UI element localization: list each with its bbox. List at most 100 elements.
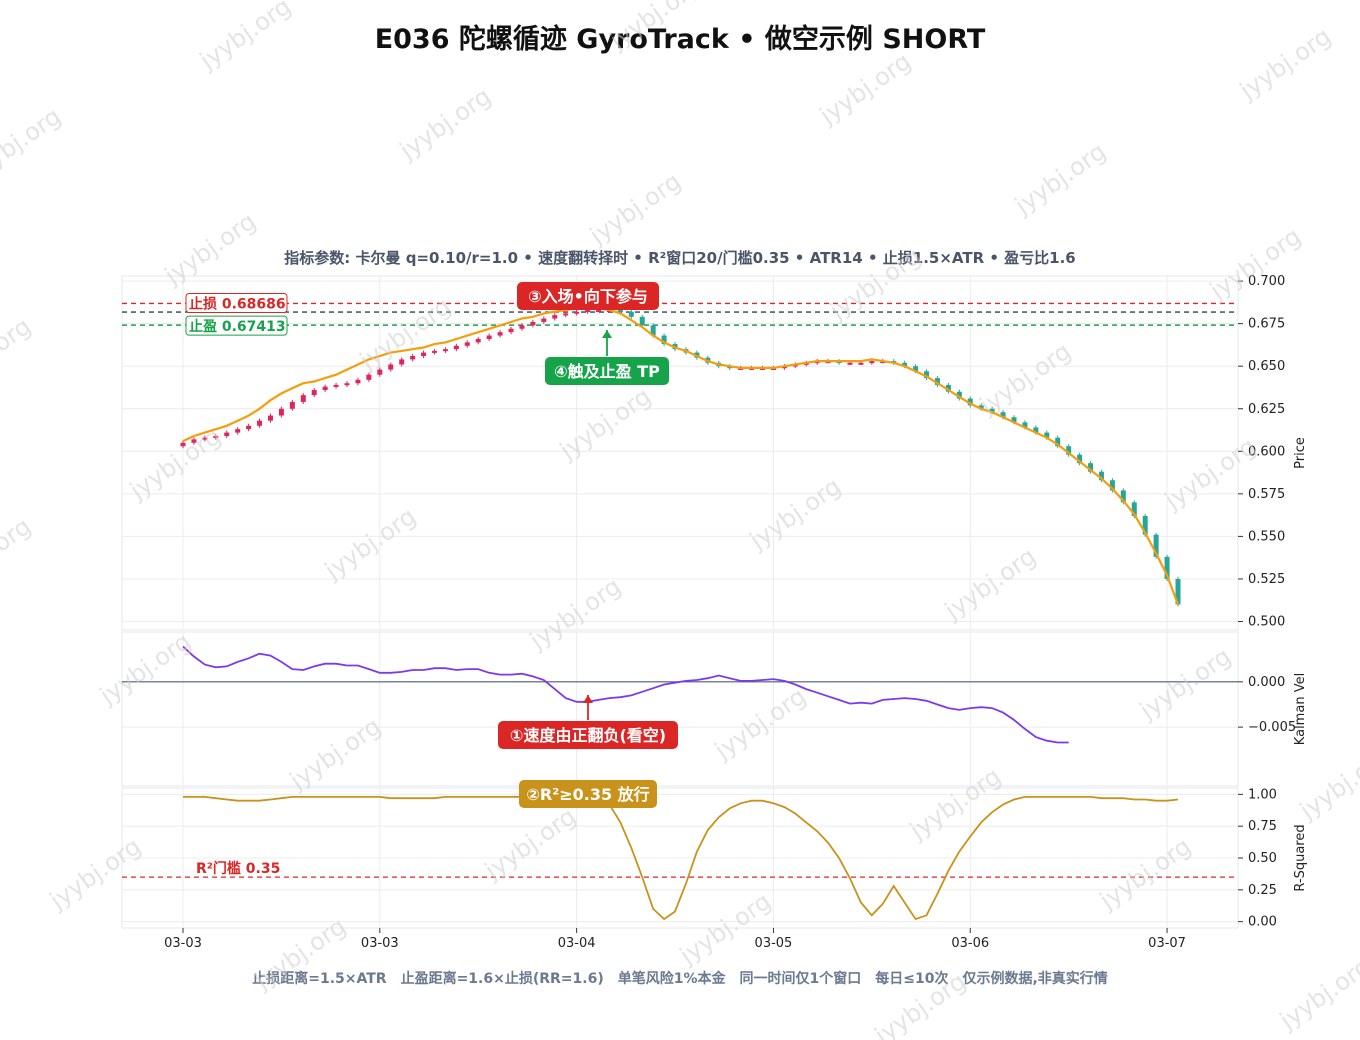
- r2-y-tick-label: 0.75: [1248, 819, 1277, 834]
- candle-body: [967, 398, 973, 406]
- velocity-axis-label: Kalman Vel: [1293, 673, 1308, 745]
- candle-body: [1000, 412, 1006, 418]
- candle-body: [574, 311, 580, 314]
- candle-body: [595, 310, 601, 313]
- candle-body: [410, 355, 416, 360]
- level-label-box: [185, 315, 288, 336]
- candle-body: [1153, 534, 1159, 557]
- candle-body: [661, 335, 667, 345]
- x-tick-label: 03-06: [951, 936, 989, 951]
- candle-body: [508, 328, 514, 333]
- watermark-text: jyybj.org: [1009, 137, 1111, 220]
- level-label-box: [185, 292, 288, 313]
- candle-body: [497, 332, 503, 336]
- candle-body: [213, 435, 219, 438]
- candle-body: [1044, 432, 1050, 438]
- price-panel: 0.500 0.525 0.550 0.575 0.600 0.625 0.650 0.675…: [121, 274, 1308, 631]
- candle-body: [322, 386, 328, 391]
- x-tick-label: 03-07: [1148, 936, 1186, 951]
- x-tick-label: 03-04: [558, 936, 596, 951]
- candle-body: [300, 395, 306, 402]
- candle-body: [267, 415, 273, 421]
- candle-body: [1088, 463, 1094, 472]
- annotations: ③入场•向下参与 ④触及止盈 TP ①速度由正翻负(看空) ②R²≥0.35 放行: [498, 282, 678, 808]
- candle-body: [202, 437, 208, 440]
- candle-body: [563, 313, 569, 316]
- candle-body: [1022, 422, 1028, 428]
- price-y-tick-label: 0.700: [1248, 274, 1285, 289]
- annotation-label: ①速度由正翻负(看空): [510, 726, 666, 745]
- watermark-text: jyybj.org: [0, 102, 66, 185]
- candle-body: [913, 366, 919, 372]
- chart-title: E036 陀螺循迹 GyroTrack • 做空示例 SHORT: [375, 23, 986, 55]
- candle-body: [934, 378, 940, 385]
- r2-y-tick-label: 0.50: [1248, 851, 1277, 866]
- annotation-box: [519, 780, 657, 808]
- watermark-text: jyybj.org: [1204, 222, 1306, 305]
- r2-threshold-label: R²门槛 0.35: [196, 860, 280, 877]
- r2-y-tick-label: 0.25: [1248, 883, 1277, 898]
- price-frame: [121, 275, 1239, 631]
- price-y-tick-label: 0.550: [1248, 529, 1285, 544]
- annotation-arrowhead: [583, 695, 593, 703]
- candle-body: [945, 384, 951, 392]
- candle-body: [246, 425, 252, 430]
- candle-body: [989, 408, 995, 413]
- candle-body: [617, 310, 623, 313]
- candle-body: [486, 335, 492, 339]
- x-tick-label: 03-03: [164, 936, 202, 951]
- r2-y-tick-label: 0.00: [1248, 915, 1277, 930]
- watermark-text: jyybj.org: [1274, 952, 1360, 1035]
- candle-body: [924, 371, 930, 379]
- price-y-tick-label: 0.600: [1248, 444, 1285, 459]
- candle-body: [1077, 454, 1083, 464]
- price-y-tick-label: 0.650: [1248, 359, 1285, 374]
- annotation-arrowhead: [602, 330, 612, 338]
- candle-body: [1109, 480, 1115, 491]
- candle-body: [639, 316, 645, 326]
- candle-body: [224, 432, 230, 436]
- candle-body: [333, 384, 339, 387]
- candle-body: [180, 442, 186, 447]
- annotation-label: ④触及止盈 TP: [554, 362, 660, 381]
- price-y-tick-label: 0.575: [1248, 487, 1285, 502]
- velocity-line: [182, 645, 1069, 744]
- watermark-text: jyybj.org: [394, 82, 496, 165]
- candle-body: [311, 390, 317, 396]
- candle-body: [366, 374, 372, 380]
- r2-panel: 0.00 0.25 0.50 0.75 1.00 R-Squared R²门槛 0.35: [121, 787, 1308, 930]
- candle-body: [1055, 437, 1061, 447]
- price-y-tick-label: 0.675: [1248, 317, 1285, 332]
- candle-body: [475, 338, 481, 343]
- chart-footer: 止损距离=1.5×ATR 止盈距离=1.6×止损(RR=1.6) 单笔风险1%本…: [252, 970, 1108, 987]
- watermark-text: jyybj.org: [1234, 22, 1336, 105]
- candle-body: [1066, 446, 1072, 455]
- price-y-tick-label: 0.625: [1248, 402, 1285, 417]
- candle-body: [464, 342, 470, 346]
- price-axis-label: Price: [1293, 437, 1308, 469]
- candle-body: [289, 401, 295, 409]
- candle-body: [1120, 490, 1126, 503]
- r2-axis-label: R-Squared: [1293, 824, 1308, 891]
- candle-body: [453, 345, 459, 350]
- kalman-line: [182, 307, 1180, 605]
- price-y-tick-label: 0.500: [1248, 614, 1285, 629]
- annotation-label: ③入场•向下参与: [528, 287, 648, 306]
- x-tick-label: 03-05: [755, 936, 793, 951]
- candle-body: [1131, 502, 1137, 516]
- candle-body: [344, 383, 350, 386]
- candle-body: [1011, 417, 1017, 423]
- watermark-text: jyybj.org: [0, 312, 36, 395]
- candle-body: [650, 325, 656, 336]
- velocity-y-tick-label: 0.000: [1248, 675, 1285, 690]
- x-tick-label: 03-03: [361, 936, 399, 951]
- watermark-text: jyybj.org: [814, 47, 916, 130]
- annotation-box: [517, 282, 659, 310]
- candle-body: [235, 429, 241, 433]
- x-axis: 03-03 03-03 03-04 03-05 03-06 03-07: [164, 928, 1186, 951]
- watermark-text: jyybj.org: [1294, 742, 1360, 825]
- candle-body: [191, 439, 197, 443]
- candle-body: [257, 420, 263, 426]
- candle-body: [519, 325, 525, 329]
